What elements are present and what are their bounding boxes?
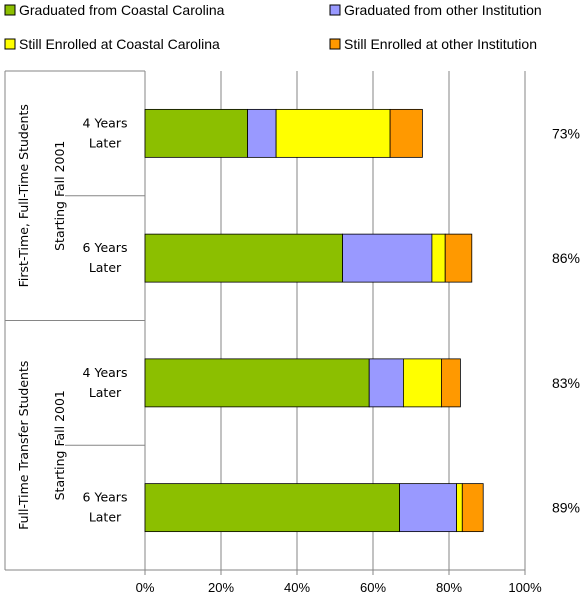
group-label-line: Full-Time Transfer Students xyxy=(16,361,31,530)
legend-swatch xyxy=(4,4,16,16)
bars xyxy=(144,108,484,533)
bar-segment-graduated-from-coastal-carolina xyxy=(144,108,248,158)
legend-swatch xyxy=(329,4,341,16)
category-label: 4 Years Later xyxy=(83,365,128,400)
group-label-line: Starting Fall 2001 xyxy=(52,141,67,251)
x-tick-label: 100% xyxy=(508,580,542,595)
bar-segment-still-enrolled-at-coastal-carolina xyxy=(402,358,442,408)
legend-label: Graduated from other Institution xyxy=(344,2,542,18)
legend-swatch xyxy=(4,38,16,50)
bar-segment-still-enrolled-at-other-institution xyxy=(389,108,423,158)
group-label: First-Time, Full-Time Students Starting F… xyxy=(16,104,67,287)
group-label: Full-Time Transfer Students Starting Fall… xyxy=(16,361,67,530)
group-label-line: Starting Fall 2001 xyxy=(52,390,67,500)
bar-segment-still-enrolled-at-other-institution xyxy=(444,233,473,283)
category-label: 6 Years Later xyxy=(83,240,128,275)
bar-segment-still-enrolled-at-coastal-carolina xyxy=(456,483,463,533)
legend-label: Graduated from Coastal Carolina xyxy=(19,2,225,18)
total-label: 83% xyxy=(552,375,580,391)
x-tick-label: 0% xyxy=(136,580,155,595)
legend-label: Still Enrolled at other Institution xyxy=(344,36,537,52)
total-label: 86% xyxy=(552,250,580,266)
total-label: 89% xyxy=(552,500,580,516)
bar-segment-still-enrolled-at-coastal-carolina xyxy=(431,233,446,283)
legend-item-graduated-from-coastal-carolina: Graduated from Coastal Carolina xyxy=(4,2,225,18)
total-label: 73% xyxy=(552,125,580,141)
legend-item-graduated-from-other-institution: Graduated from other Institution xyxy=(329,2,542,18)
bar-segment-graduated-from-other-institution xyxy=(368,358,404,408)
bar-segment-still-enrolled-at-other-institution xyxy=(440,358,461,408)
category-label: 6 Years Later xyxy=(83,490,128,525)
legend-item-still-enrolled-at-coastal-carolina: Still Enrolled at Coastal Carolina xyxy=(4,36,220,52)
legend-label: Still Enrolled at Coastal Carolina xyxy=(19,36,220,52)
bar-segment-graduated-from-other-institution xyxy=(342,233,433,283)
x-tick-label: 60% xyxy=(360,580,386,595)
bar-segment-graduated-from-coastal-carolina xyxy=(144,358,370,408)
legend-item-still-enrolled-at-other-institution: Still Enrolled at other Institution xyxy=(329,36,537,52)
category-label: 4 Years Later xyxy=(83,115,128,150)
legend-swatch xyxy=(329,38,341,50)
legend: Graduated from Coastal Carolina Graduated… xyxy=(4,2,542,52)
group-label-line: First-Time, Full-Time Students xyxy=(16,104,31,287)
x-tick-label: 20% xyxy=(208,580,234,595)
bar-segment-graduated-from-other-institution xyxy=(399,483,458,533)
bar-segment-still-enrolled-at-other-institution xyxy=(461,483,484,533)
x-tick-label: 80% xyxy=(436,580,462,595)
x-tick-label: 40% xyxy=(284,580,310,595)
x-axis-ticks: 0% 20% 40% 60% 80% 100% xyxy=(136,570,542,595)
category-labels: First-Time, Full-Time Students Starting F… xyxy=(16,104,127,530)
bar-segment-graduated-from-coastal-carolina xyxy=(144,233,344,283)
bar-segment-graduated-from-coastal-carolina xyxy=(144,483,401,533)
total-labels: 73% 86% 83% 89% xyxy=(552,125,580,515)
bar-segment-still-enrolled-at-coastal-carolina xyxy=(275,108,391,158)
bar-segment-graduated-from-other-institution xyxy=(247,108,277,158)
